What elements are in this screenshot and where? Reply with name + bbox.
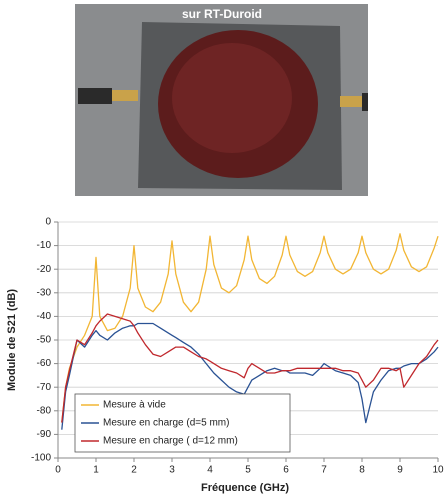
y-tick-label: -100 (31, 453, 51, 464)
y-tick-label: -30 (37, 287, 52, 298)
x-tick-label: 7 (321, 465, 327, 476)
x-tick-label: 2 (131, 465, 137, 476)
y-tick-label: -60 (37, 358, 52, 369)
y-tick-label: -50 (37, 335, 52, 346)
y-axis-title: Module de S21 (dB) (6, 289, 18, 391)
x-tick-label: 9 (397, 465, 403, 476)
chart: 0 -10 -20 -30 -40 -50 -60 -70 -80 -90 -100 0 1 2 3 4 5 6 7… (31, 217, 444, 476)
connector-left (78, 88, 112, 104)
y-tick-label: -40 (37, 311, 52, 322)
sample-highlight (172, 43, 292, 153)
photo: sur RT-Duroid (75, 4, 368, 196)
series-line (61, 313, 439, 423)
x-tick-label: 0 (55, 465, 61, 476)
x-axis-title: Fréquence (GHz) (201, 482, 289, 494)
y-tick-label: 0 (45, 217, 51, 228)
x-tick-label: 5 (245, 465, 251, 476)
y-tick-label: -70 (37, 382, 52, 393)
y-tick-label: -80 (37, 405, 52, 416)
x-tick-label: 10 (432, 465, 444, 476)
x-tick-label: 1 (93, 465, 99, 476)
series-line (61, 322, 439, 430)
connector-right (362, 93, 368, 111)
x-tick-label: 6 (283, 465, 289, 476)
y-tick-label: -10 (37, 240, 52, 251)
y-tick-label: -20 (37, 264, 52, 275)
connector-right-pin (340, 96, 364, 107)
legend-label: Mesure à vide (103, 400, 166, 411)
photo-caption: sur RT-Duroid (182, 7, 262, 21)
legend-label: Mesure en charge ( d=12 mm) (103, 436, 238, 447)
legend-box (74, 393, 291, 453)
x-tick-label: 4 (207, 465, 213, 476)
y-tick-label: -90 (37, 429, 52, 440)
connector-left-pin (112, 90, 138, 101)
x-tick-label: 8 (359, 465, 365, 476)
series-line (61, 233, 439, 423)
legend-label: Mesure en charge (d=5 mm) (103, 418, 229, 429)
x-tick-label: 3 (169, 465, 175, 476)
